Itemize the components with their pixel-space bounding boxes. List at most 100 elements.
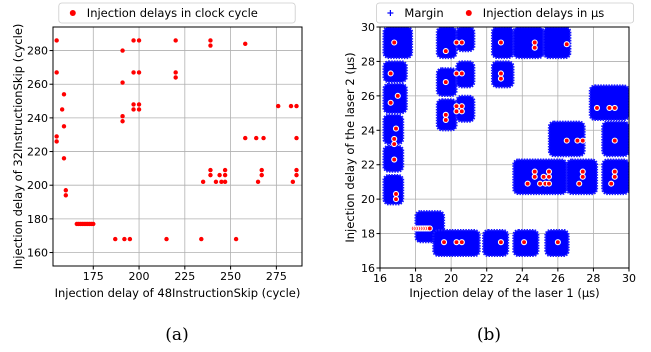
data-point: [612, 174, 617, 179]
data-point: [223, 180, 227, 184]
x-tick-label: 275: [266, 270, 287, 283]
data-point: [137, 107, 141, 111]
data-point: [564, 138, 569, 143]
data-point: [120, 48, 124, 52]
data-point: [532, 40, 537, 45]
data-point: [546, 181, 551, 186]
data-point: [91, 222, 95, 226]
y-tick-label: 280: [27, 45, 48, 58]
data-point: [388, 100, 393, 105]
data-point: [454, 104, 459, 109]
data-point: [443, 112, 448, 117]
data-point: [164, 237, 168, 241]
data-point: [532, 45, 537, 50]
data-point: [260, 168, 264, 172]
data-point: [128, 237, 132, 241]
data-point: [498, 240, 503, 245]
data-point: [131, 70, 135, 74]
data-point: [498, 71, 503, 76]
margin-region: [590, 86, 629, 120]
margin-region: [513, 27, 543, 58]
data-point: [208, 43, 212, 47]
data-point: [173, 70, 177, 74]
data-point: [392, 136, 397, 141]
y-tick-label: 260: [27, 78, 48, 91]
axes-frame: [53, 27, 302, 266]
data-point: [532, 174, 537, 179]
legend-label: Injection delays in µs: [483, 6, 604, 20]
data-point: [137, 38, 141, 42]
data-point: [276, 104, 280, 108]
data-point: [459, 104, 464, 109]
y-axis-label: Injection delay of the laser 2 (µs): [343, 52, 357, 242]
panel-b: 16 18 20 22 24 26 28 301618202224262830Injectio…: [343, 3, 636, 345]
data-point: [173, 38, 177, 42]
data-point: [291, 180, 295, 184]
plot-area: [54, 38, 298, 241]
data-point: [294, 173, 298, 177]
data-point: [199, 237, 203, 241]
data-point: [201, 180, 205, 184]
y-tick-label: 200: [27, 179, 48, 192]
data-point: [555, 240, 560, 245]
data-point: [131, 107, 135, 111]
data-point: [532, 169, 537, 174]
data-point: [260, 173, 264, 177]
data-point: [120, 119, 124, 123]
data-point: [443, 49, 448, 54]
data-point: [289, 104, 293, 108]
data-point: [459, 240, 464, 245]
legend: Margin Injection delays in µs: [376, 3, 633, 23]
data-point: [575, 138, 580, 143]
panel-caption: (a): [165, 325, 188, 345]
legend-marker-dot: [466, 10, 472, 16]
data-point: [454, 109, 459, 114]
data-point: [223, 168, 227, 172]
data-point: [522, 240, 527, 245]
margin-region: [384, 84, 407, 113]
data-point: [459, 109, 464, 114]
y-tick-label: 30: [361, 21, 375, 34]
data-point: [498, 76, 503, 81]
data-point: [208, 173, 212, 177]
x-tick-label: 26: [551, 272, 565, 285]
data-point: [454, 240, 459, 245]
y-tick-label: 22: [361, 159, 375, 172]
data-point: [122, 237, 126, 241]
y-tick-label: 26: [361, 90, 375, 103]
y-tick-label: 20: [361, 193, 375, 206]
data-point: [62, 124, 66, 128]
data-point: [392, 157, 397, 162]
data-point: [208, 168, 212, 172]
y-tick-label: 160: [27, 247, 48, 260]
x-tick-label: 200: [129, 270, 150, 283]
x-axis-label: Injection delay of 48InstructionSkip (cy…: [55, 286, 301, 300]
data-point: [454, 40, 459, 45]
data-point: [443, 80, 448, 85]
data-point: [256, 180, 260, 184]
data-point: [580, 174, 585, 179]
data-point: [243, 42, 247, 46]
data-point: [392, 142, 397, 147]
y-tick-label: 28: [361, 55, 375, 68]
data-point: [254, 136, 258, 140]
data-point: [64, 188, 68, 192]
data-point: [60, 107, 64, 111]
data-point: [427, 226, 432, 231]
data-point: [64, 193, 68, 197]
y-tick-label: 240: [27, 112, 48, 125]
margin-region: [483, 230, 508, 256]
data-point: [607, 105, 612, 110]
data-point: [392, 40, 397, 45]
data-point: [594, 105, 599, 110]
data-point: [62, 156, 66, 160]
data-point: [443, 117, 448, 122]
data-point: [62, 92, 66, 96]
panel-a: 175 200 225 250 275160180200220240260280Inje…: [11, 3, 302, 345]
data-point: [442, 240, 447, 245]
data-point: [217, 173, 221, 177]
data-point: [577, 181, 582, 186]
margin-region: [456, 96, 474, 122]
x-tick-label: 250: [220, 270, 241, 283]
